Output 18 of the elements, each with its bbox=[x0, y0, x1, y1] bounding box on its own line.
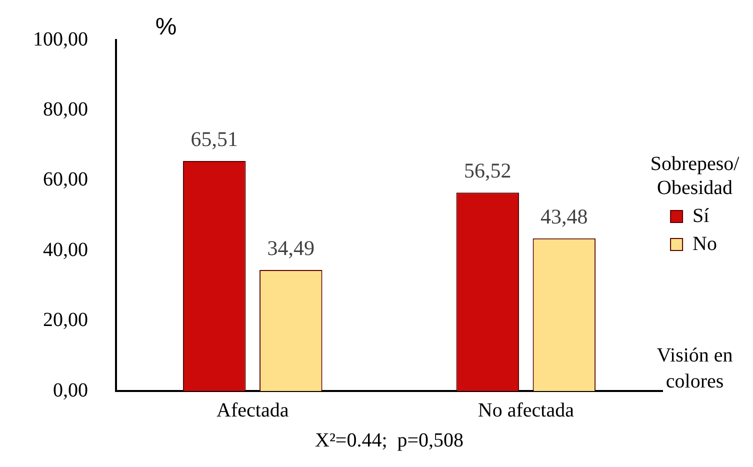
y-tick-label: 0,00 bbox=[53, 379, 88, 402]
y-axis-title: % bbox=[155, 14, 177, 41]
data-label: 65,51 bbox=[190, 127, 238, 152]
text: X²=0.44; p=0,508 bbox=[314, 429, 464, 452]
x-axis-title: Visión en colores bbox=[656, 344, 733, 392]
y-tick-label: 40,00 bbox=[43, 238, 88, 261]
x-tick-label: Afectada bbox=[216, 399, 289, 422]
data-label: 56,52 bbox=[464, 158, 512, 183]
legend-title: Sobrepeso/ Obesidad bbox=[650, 152, 740, 199]
legend-label: Sí bbox=[692, 204, 710, 227]
data-label: 43,48 bbox=[540, 204, 588, 228]
legend-label: No bbox=[692, 232, 718, 255]
y-tick-label: 20,00 bbox=[43, 309, 88, 332]
y-tick-label: 60,00 bbox=[43, 168, 88, 191]
x-tick-label: No afectada bbox=[478, 399, 574, 422]
y-tick-label: 100,00 bbox=[33, 28, 88, 50]
y-tick-label: 80,00 bbox=[43, 98, 88, 120]
data-label: 34,49 bbox=[267, 236, 315, 260]
